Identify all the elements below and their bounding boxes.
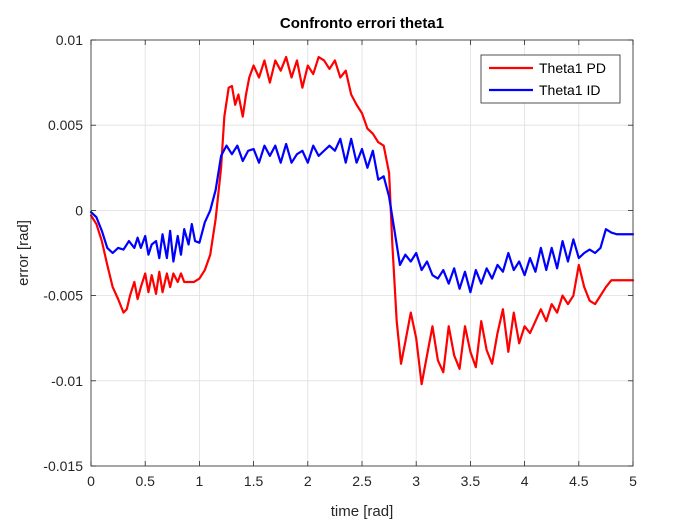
legend-box: [480, 54, 621, 104]
x-tick-label: 0.5: [135, 473, 155, 489]
y-tick-label: -0.015: [43, 458, 83, 474]
y-tick-label: -0.005: [43, 288, 83, 304]
x-tick-label: 3.5: [461, 473, 481, 489]
x-tick-label: 5: [629, 473, 637, 489]
legend-label-theta1-id: Theta1 ID: [539, 82, 600, 98]
y-axis-label: error [rad]: [15, 220, 32, 286]
x-axis-label: time [rad]: [331, 503, 394, 520]
x-tick-label: 0: [87, 473, 95, 489]
series-layer: [89, 55, 635, 386]
x-tick-label: 4: [521, 473, 529, 489]
x-tick-label: 1.5: [244, 473, 264, 489]
legend-label-theta1-pd: Theta1 PD: [539, 60, 606, 76]
x-tick-label: 2.5: [352, 473, 372, 489]
y-tick-label: 0: [75, 202, 83, 218]
tick-labels: 0 0.5 1 1.5 2 2.5 3 3.5 4 4.5 5 -0.015 -0.01 -0.005 0 0…: [43, 32, 637, 489]
x-tick-label: 4.5: [569, 473, 589, 489]
tick-marks: [90, 39, 634, 467]
series-line-theta1-pd: [89, 55, 635, 386]
legend: Theta1 PD Theta1 ID: [480, 54, 621, 104]
x-tick-label: 2: [304, 473, 312, 489]
y-tick-label: -0.01: [51, 373, 83, 389]
x-tick-label: 3: [412, 473, 420, 489]
y-tick-label: 0.01: [56, 32, 83, 48]
series-line-theta1-id: [89, 137, 635, 294]
x-tick-label: 1: [196, 473, 204, 489]
y-tick-label: 0.005: [48, 117, 83, 133]
chart-title: Confronto errori theta1: [280, 15, 444, 32]
